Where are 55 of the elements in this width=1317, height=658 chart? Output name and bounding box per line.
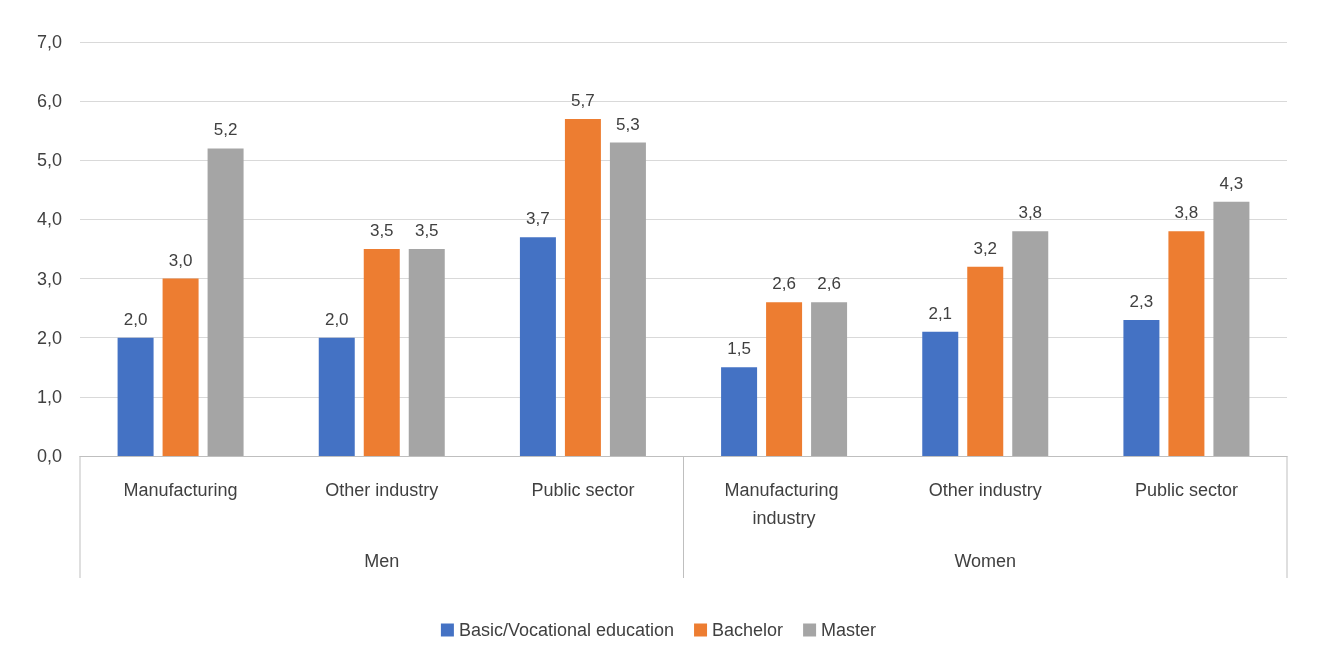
y-tick-label: 3,0 [36, 268, 62, 289]
legend-label: Bachelor [712, 620, 784, 640]
bar [207, 148, 244, 456]
bar [811, 302, 848, 456]
bar [117, 337, 154, 456]
x-tick-label: Public sector [1134, 480, 1238, 500]
data-label: 2,0 [324, 309, 349, 329]
y-tick-label: 5,0 [36, 150, 62, 171]
x-tick-label: Other industry [325, 480, 439, 500]
bar [162, 278, 199, 456]
bar [1012, 231, 1049, 456]
data-label: 4,3 [1219, 173, 1244, 193]
bar [967, 266, 1004, 456]
bar [766, 302, 803, 456]
y-tick-label: 7,0 [36, 32, 62, 52]
data-label: 2,6 [772, 274, 796, 294]
bar [1213, 201, 1250, 456]
bar [1168, 231, 1205, 456]
data-label: 5,3 [616, 114, 640, 134]
y-tick-label: 2,0 [36, 327, 62, 348]
y-tick-label: 6,0 [36, 91, 62, 112]
data-label: 3,5 [414, 221, 439, 240]
text: Women [954, 551, 1017, 571]
bar [318, 337, 355, 456]
bar [609, 142, 646, 456]
legend-label: Basic/Vocational education [458, 620, 675, 640]
data-label: 3,2 [973, 238, 998, 258]
data-label: 3,5 [369, 221, 394, 240]
data-label: 5,7 [571, 90, 595, 110]
data-label: 3,8 [1174, 203, 1199, 223]
bar [408, 249, 445, 456]
bar [363, 249, 400, 456]
bar [922, 331, 959, 456]
data-label: 2,0 [123, 309, 148, 329]
text: Men [364, 551, 400, 571]
x-tick-label: Public sector [531, 480, 635, 500]
legend-label: Master [821, 620, 877, 640]
bar [721, 367, 758, 456]
bar [519, 237, 556, 456]
bar [1123, 319, 1160, 456]
y-tick-label: 1,0 [36, 386, 62, 407]
data-label: 2,3 [1129, 291, 1154, 311]
x-tick-label: Other industry [928, 480, 1042, 500]
data-label: 2,6 [817, 274, 841, 294]
y-tick-label: 0,0 [36, 446, 62, 466]
data-label: 5,2 [213, 120, 238, 140]
y-tick-label: 4,0 [36, 209, 62, 230]
bar [564, 118, 601, 456]
data-label: 3,7 [526, 209, 550, 229]
x-tick-label: Manufacturing [123, 480, 238, 500]
data-label: 2,1 [928, 303, 953, 323]
data-label: 1,5 [727, 339, 751, 359]
data-label: 3,8 [1018, 203, 1043, 223]
x-tick-label: Manufacturing industry [724, 480, 844, 528]
data-label: 3,0 [168, 250, 193, 270]
